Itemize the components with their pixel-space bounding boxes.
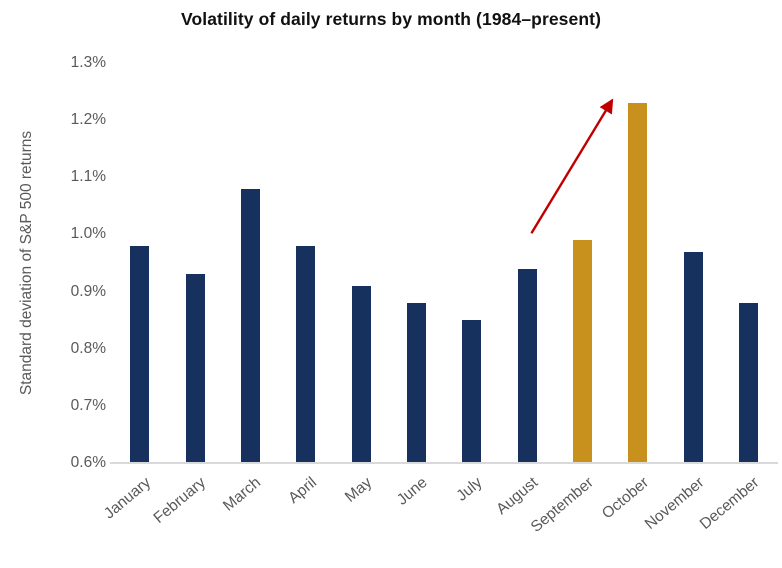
x-label-august: August <box>493 474 541 519</box>
bar-january <box>130 245 150 463</box>
y-tick-label: 0.8% <box>70 339 106 357</box>
y-tick-label: 0.7% <box>70 396 106 414</box>
bar-april <box>296 245 316 463</box>
x-label-october: October <box>598 474 652 523</box>
x-label-april: April <box>284 474 320 507</box>
x-label-july: July <box>453 474 486 505</box>
x-label-december: December <box>696 474 763 533</box>
bar-november <box>683 251 703 463</box>
x-label-january: January <box>100 474 154 523</box>
x-label-june: June <box>393 474 431 509</box>
x-label-february: February <box>150 474 209 527</box>
bar-may <box>351 285 371 463</box>
bar-june <box>406 303 426 463</box>
y-tick-label: 1.3% <box>70 54 106 71</box>
y-tick-label: 1.1% <box>70 168 106 186</box>
x-label-november: November <box>641 474 707 533</box>
y-tick-label: 1.0% <box>70 225 106 243</box>
x-label-march: March <box>220 474 265 515</box>
bar-february <box>185 274 205 463</box>
y-tick-label: 0.6% <box>70 454 106 471</box>
red-arrow-icon <box>530 98 614 234</box>
y-tick-label: 0.9% <box>70 282 106 300</box>
bar-december <box>738 303 758 463</box>
x-label-may: May <box>341 474 375 506</box>
bar-july <box>462 320 482 463</box>
bar-september <box>572 240 592 463</box>
chart-title: Volatility of daily returns by month (19… <box>180 9 601 29</box>
bar-march <box>240 188 260 463</box>
y-tick-label: 1.2% <box>70 111 106 129</box>
y-axis-title: Standard deviation of S&P 500 returns <box>18 130 35 396</box>
bar-october <box>628 103 648 463</box>
x-axis-line <box>110 462 778 464</box>
bar-august <box>517 268 537 463</box>
